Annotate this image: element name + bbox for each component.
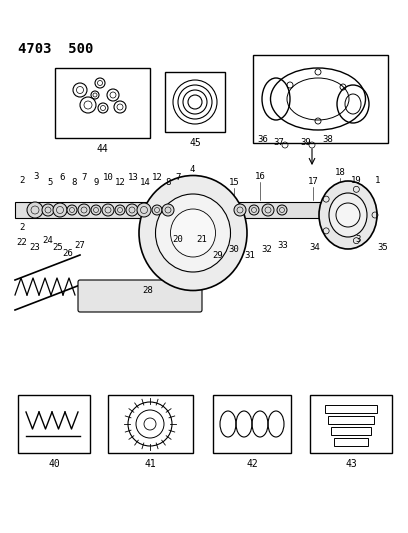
Text: 22: 22 xyxy=(17,238,27,247)
Text: 24: 24 xyxy=(42,236,53,245)
Text: 44: 44 xyxy=(97,144,109,154)
Ellipse shape xyxy=(171,209,215,257)
Text: 19: 19 xyxy=(350,176,361,185)
Text: 27: 27 xyxy=(75,241,85,250)
Text: 41: 41 xyxy=(144,459,156,469)
Text: 35: 35 xyxy=(378,243,388,252)
Text: 7: 7 xyxy=(175,173,181,182)
Text: 2: 2 xyxy=(19,223,25,232)
Circle shape xyxy=(137,203,151,217)
Circle shape xyxy=(42,204,54,216)
Text: 5: 5 xyxy=(47,178,53,187)
Text: 18: 18 xyxy=(335,168,346,177)
Ellipse shape xyxy=(329,193,367,237)
Text: 33: 33 xyxy=(277,241,288,250)
Text: 2: 2 xyxy=(19,176,25,185)
Text: 7: 7 xyxy=(81,173,86,182)
Circle shape xyxy=(277,205,287,215)
Bar xyxy=(18,395,90,453)
Bar xyxy=(310,395,392,453)
Text: 34: 34 xyxy=(310,243,320,252)
Bar xyxy=(213,395,291,453)
Text: 45: 45 xyxy=(189,138,201,148)
Text: 6: 6 xyxy=(59,173,65,182)
Bar xyxy=(328,416,374,424)
Text: 29: 29 xyxy=(213,251,223,260)
Circle shape xyxy=(162,204,174,216)
Text: 12: 12 xyxy=(152,173,162,182)
Ellipse shape xyxy=(319,181,377,249)
Text: 43: 43 xyxy=(345,459,357,469)
Text: 21: 21 xyxy=(197,235,207,244)
Text: 3: 3 xyxy=(33,172,39,181)
Text: 30: 30 xyxy=(228,245,239,254)
Bar xyxy=(108,395,193,453)
Circle shape xyxy=(67,205,77,215)
Text: 38: 38 xyxy=(323,135,333,144)
Circle shape xyxy=(262,204,274,216)
Text: 15: 15 xyxy=(228,178,239,187)
Circle shape xyxy=(102,204,114,216)
Ellipse shape xyxy=(139,175,247,290)
Text: 10: 10 xyxy=(103,173,113,182)
Text: 42: 42 xyxy=(246,459,258,469)
Text: 20: 20 xyxy=(173,235,183,244)
Text: 36: 36 xyxy=(257,135,268,144)
Text: 3: 3 xyxy=(355,235,361,244)
Bar xyxy=(232,202,350,218)
Circle shape xyxy=(249,205,259,215)
Bar xyxy=(55,68,150,138)
Ellipse shape xyxy=(155,194,231,272)
Text: 32: 32 xyxy=(262,245,273,254)
Circle shape xyxy=(115,205,125,215)
Text: 12: 12 xyxy=(115,178,125,187)
Bar xyxy=(253,55,388,143)
Text: 31: 31 xyxy=(245,251,255,260)
Text: 28: 28 xyxy=(143,286,153,295)
Text: 25: 25 xyxy=(53,243,63,252)
Bar xyxy=(331,427,371,435)
Text: 14: 14 xyxy=(140,178,151,187)
Text: 37: 37 xyxy=(274,138,284,147)
Text: 4: 4 xyxy=(189,165,195,174)
Text: 1: 1 xyxy=(375,176,381,185)
Text: 8: 8 xyxy=(71,178,77,187)
Text: 9: 9 xyxy=(93,178,99,187)
Bar xyxy=(325,405,377,413)
Text: 8: 8 xyxy=(165,178,171,187)
Text: 26: 26 xyxy=(62,249,73,258)
Text: 39: 39 xyxy=(301,138,311,147)
Text: 17: 17 xyxy=(308,177,318,186)
Text: 40: 40 xyxy=(48,459,60,469)
Text: 23: 23 xyxy=(30,243,40,252)
Text: 13: 13 xyxy=(128,173,138,182)
Circle shape xyxy=(152,205,162,215)
Circle shape xyxy=(126,204,138,216)
Circle shape xyxy=(53,203,67,217)
FancyBboxPatch shape xyxy=(78,280,202,312)
Text: 4703  500: 4703 500 xyxy=(18,42,93,56)
Circle shape xyxy=(91,205,101,215)
Circle shape xyxy=(336,203,360,227)
Bar xyxy=(15,202,193,218)
Circle shape xyxy=(78,204,90,216)
Circle shape xyxy=(234,204,246,216)
Circle shape xyxy=(27,202,43,218)
Bar xyxy=(165,72,225,132)
Text: 16: 16 xyxy=(255,172,265,181)
Bar xyxy=(334,438,368,446)
